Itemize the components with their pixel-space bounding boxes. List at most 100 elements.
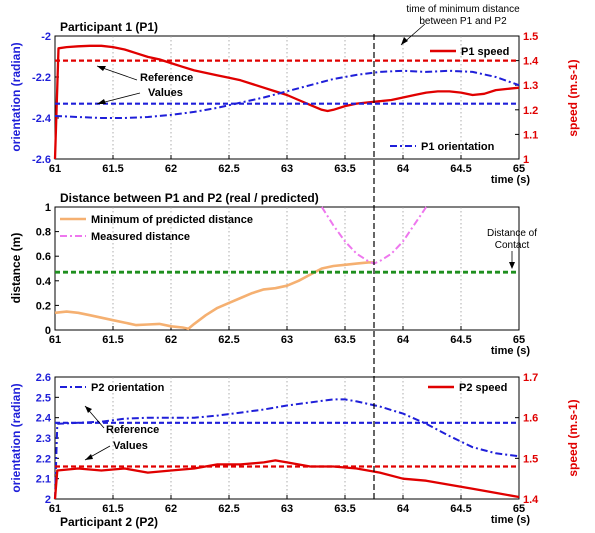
vline-annotation-line1: time of minimum distance: [406, 4, 520, 15]
x-tick-label: 64: [397, 334, 410, 346]
panel-distance: 61 61.5 62 62.5 63 63.5 64 64.5 65 1 0.8 0.6 0.4 0.2…: [9, 191, 537, 357]
y-tick-label: 0: [45, 325, 51, 337]
series-line-p1-orientation: [54, 69, 520, 119]
vline-annotation-arrowhead: [401, 37, 408, 45]
p1-x-label: time (s): [491, 174, 530, 186]
y-tick-label: 1: [45, 202, 51, 214]
y-tick-label: 2.5: [36, 392, 51, 404]
p2-y-ticks: 2.6 2.5 2.4 2.3 2.2 2.1 2: [36, 372, 59, 506]
x-tick-label: 64: [397, 503, 410, 515]
p2-grid: [112, 377, 462, 499]
y-tick-label: 0.4: [36, 276, 52, 288]
p2-legend-label-speed: P2 speed: [459, 382, 507, 394]
y2-tick-label: 1.1: [523, 129, 538, 141]
p2-lines: [53, 398, 520, 500]
x-tick-label: 63.5: [334, 163, 355, 175]
p1-legend-label-orientation: P1 orientation: [421, 141, 495, 153]
y-tick-label: 2.2: [36, 453, 51, 465]
series-line-p2-orientation: [54, 398, 520, 500]
distance-annotation-arrowhead: [509, 262, 515, 269]
x-tick-label: 62: [165, 163, 177, 175]
y-tick-label: -2.6: [32, 154, 51, 166]
p2-x-label: time (s): [491, 514, 530, 526]
p2-title: Participant 2 (P2): [60, 515, 158, 529]
distance-title: Distance between P1 and P2 (real / predi…: [60, 191, 319, 205]
x-tick-label: 64.5: [450, 334, 471, 346]
distance-annotation-line2: Contact: [495, 240, 530, 251]
distance-y-ticks: 1 0.8 0.6 0.4 0.2 0: [36, 202, 59, 337]
p2-legend: P2 orientation P2 speed: [60, 382, 507, 394]
distance-x-ticks: 61 61.5 62 62.5 63 63.5 64 64.5 65: [49, 326, 525, 346]
vline-annotation-line2: between P1 and P2: [419, 16, 507, 27]
distance-legend-label-predicted: Minimum of predicted distance: [91, 214, 253, 226]
panel-p2: 61 61.5 62 62.5 63 63.5 64 64.5 65 2.62.52.42.32…: [9, 372, 580, 529]
series-line-p1-speed: [53, 44, 520, 160]
x-tick-label: 63: [281, 163, 293, 175]
x-tick-label: 62.5: [218, 503, 239, 515]
p2-legend-label-orientation: P2 orientation: [91, 382, 165, 394]
x-tick-label: 64.5: [450, 503, 471, 515]
p2-annotation-arrowhead-down: [85, 454, 93, 460]
p1-x-ticks: 61 61.5 62 62.5 63 63.5 64 64.5 65: [49, 155, 525, 175]
distance-grid: [112, 207, 462, 330]
p1-y-label: orientation (radian): [9, 42, 23, 151]
p2-y2-label: speed (m.s-1): [566, 399, 580, 476]
y-tick-label: 0.8: [36, 227, 51, 239]
p1-y2-label: speed (m.s-1): [566, 59, 580, 136]
p2-y-label: orientation (radian): [9, 383, 23, 492]
y2-tick-label: 1.5: [523, 453, 538, 465]
y2-tick-label: 1.6: [523, 413, 538, 425]
p2-annotation-line2: Values: [113, 440, 148, 452]
x-tick-label: 63: [281, 334, 293, 346]
distance-x-label: time (s): [491, 345, 530, 357]
y2-tick-label: 1.4: [523, 494, 539, 506]
p1-annotation-arrowhead-down: [97, 99, 106, 104]
x-tick-label: 63: [281, 503, 293, 515]
x-tick-label: 62: [165, 334, 177, 346]
x-tick-label: 62.5: [218, 163, 239, 175]
distance-legend: Minimum of predicted distance Measured d…: [60, 214, 253, 243]
x-tick-label: 65: [513, 334, 525, 346]
y-tick-label: 2.4: [36, 413, 52, 425]
x-tick-label: 64.5: [450, 163, 471, 175]
x-tick-label: 64: [397, 163, 410, 175]
x-tick-label: 61: [49, 503, 61, 515]
x-tick-label: 65: [513, 163, 525, 175]
distance-y-label: distance (m): [9, 233, 23, 304]
distance-annotation-line1: Distance of: [487, 228, 537, 239]
series-line-minimum-of-predicted-distance: [54, 261, 374, 331]
y-tick-label: 0.2: [36, 300, 51, 312]
y2-tick-label: 1.2: [523, 105, 538, 117]
x-tick-label: 61: [49, 334, 61, 346]
p1-annotation-arrowhead-up: [97, 66, 106, 71]
y-tick-label: 2: [45, 494, 51, 506]
p2-y2-ticks: 1.7 1.6 1.5 1.4: [515, 372, 539, 506]
p1-y2-ticks: 1.5 1.4 1.3 1.2 1.1 1: [515, 31, 539, 166]
y-tick-label: 2.3: [36, 433, 51, 445]
y2-tick-label: 1.4: [523, 56, 539, 68]
y2-tick-label: 1.7: [523, 372, 538, 384]
x-tick-label: 65: [513, 503, 525, 515]
p1-annotation-line2: Values: [148, 87, 183, 99]
x-tick-label: 61.5: [102, 503, 123, 515]
p2-x-ticks: 61 61.5 62 62.5 63 63.5 64 64.5 65: [49, 495, 525, 515]
p1-annotation-line1: Reference: [140, 72, 193, 84]
y2-tick-label: 1.3: [523, 80, 538, 92]
x-tick-label: 61.5: [102, 163, 123, 175]
distance-legend-label-measured: Measured distance: [91, 231, 190, 243]
x-tick-label: 62.5: [218, 334, 239, 346]
y-tick-label: 2.1: [36, 474, 51, 486]
p1-lines: [53, 44, 520, 160]
panel-p1: 61 61.5 62 62.5 63 63.5 64 64.5 65 -2 -2.2 -2.4 -2.…: [9, 20, 580, 186]
y-tick-label: 0.6: [36, 251, 51, 263]
y-tick-label: 2.6: [36, 372, 51, 384]
y2-tick-label: 1.5: [523, 31, 538, 43]
x-tick-label: 61.5: [102, 334, 123, 346]
p1-legend-label-speed: P1 speed: [461, 46, 509, 58]
x-tick-label: 63.5: [334, 503, 355, 515]
p1-legend: P1 speed P1 orientation: [390, 46, 509, 153]
y2-tick-label: 1: [523, 154, 529, 166]
y-tick-label: -2.4: [32, 113, 52, 125]
x-tick-label: 61: [49, 163, 61, 175]
